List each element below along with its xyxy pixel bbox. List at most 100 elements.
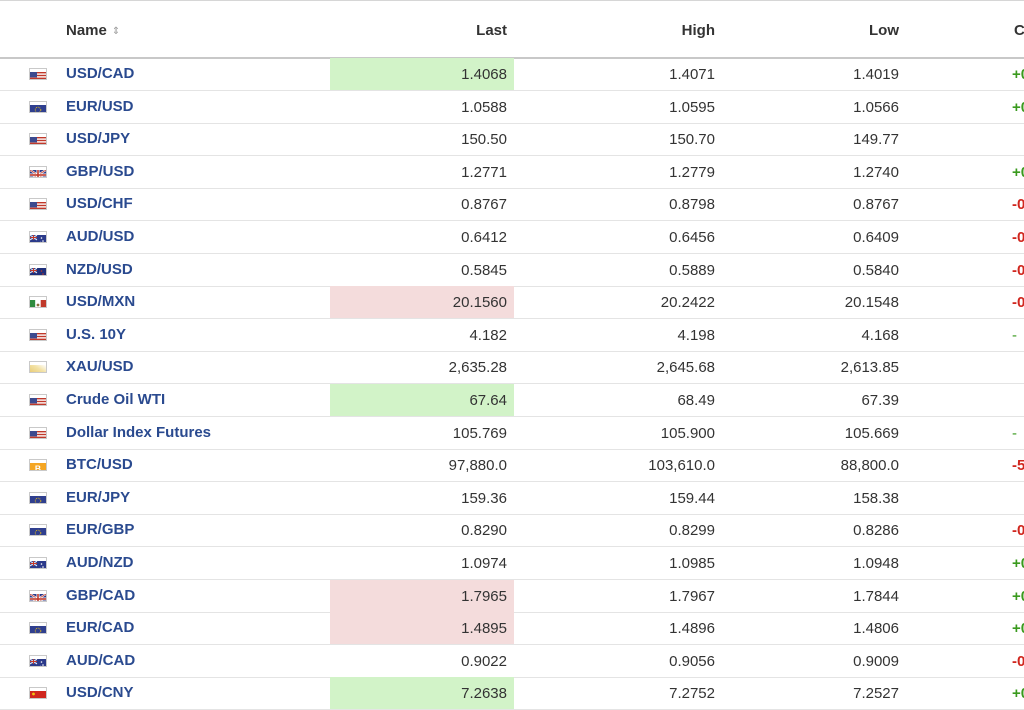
high-price: 1.0985	[669, 555, 715, 572]
uk-flag-icon	[29, 165, 47, 178]
table-row[interactable]: AUD/USD 0.6412 0.6456 0.6409 -0	[0, 221, 1024, 254]
svg-text:B: B	[35, 463, 41, 471]
instrument-name-link[interactable]: GBP/USD	[66, 162, 135, 180]
column-header-name[interactable]: Name ⇕	[66, 22, 121, 39]
high-price: 0.5889	[669, 261, 715, 279]
last-price-highlight	[330, 58, 514, 90]
last-price: 0.5845	[461, 261, 507, 279]
high-price: 0.8299	[669, 522, 715, 540]
low-price: 0.8286	[853, 522, 899, 540]
table-row[interactable]: Dollar Index Futures 105.769 105.900 105.66…	[0, 417, 1024, 450]
last-price: 0.9022	[461, 652, 507, 670]
column-header-last[interactable]: Last	[476, 22, 507, 39]
low-price: 1.0566	[853, 98, 899, 116]
high-price: 20.2422	[660, 294, 715, 312]
table-row[interactable]: B BTC/USD 97,880.0 103,610.0 88,800.0 -5	[0, 449, 1024, 483]
change-value: +0	[1012, 587, 1024, 605]
instrument-name-link[interactable]: EUR/CAD	[66, 619, 135, 637]
low-price: 67.39	[861, 392, 899, 409]
eu-flag-icon	[29, 622, 47, 635]
instrument-name-link[interactable]: USD/CNY	[66, 684, 134, 702]
instrument-name-link[interactable]: NZD/USD	[66, 260, 133, 278]
us-flag-icon	[29, 426, 47, 439]
last-price: 1.4068	[461, 66, 507, 83]
instrument-name-link[interactable]: USD/CHF	[66, 195, 133, 213]
column-header-high[interactable]: High	[681, 22, 715, 39]
high-price: 7.2752	[669, 685, 715, 703]
table-row[interactable]: USD/CHF 0.8767 0.8798 0.8767 -0	[0, 188, 1024, 222]
eu-flag-icon	[29, 100, 47, 113]
last-price: 159.36	[461, 489, 507, 507]
instrument-name-link[interactable]: Crude Oil WTI	[66, 391, 166, 408]
low-price: 1.2740	[853, 163, 899, 181]
low-price: 0.5840	[853, 261, 899, 279]
low-price: 4.168	[861, 326, 899, 344]
change-value: +0	[1012, 685, 1024, 703]
last-price: 1.4895	[461, 620, 507, 638]
last-price: 150.50	[461, 131, 507, 149]
instrument-name-link[interactable]: USD/JPY	[66, 130, 131, 148]
instrument-name-link[interactable]: XAU/USD	[66, 358, 134, 376]
change-value: -5	[1012, 457, 1024, 475]
high-price: 150.70	[669, 131, 715, 149]
change-value: -0	[1012, 652, 1024, 670]
instrument-name-link[interactable]: GBP/CAD	[66, 586, 136, 604]
table-row[interactable]: USD/CNY 7.2638 7.2752 7.2527 +0	[0, 677, 1024, 710]
uk-flag-icon	[29, 589, 47, 602]
low-price: 2,613.85	[840, 359, 899, 377]
last-price-highlight	[330, 286, 514, 319]
table-row[interactable]: Crude Oil WTI 67.64 68.49 67.39	[0, 384, 1024, 417]
instrument-name-link[interactable]: EUR/USD	[66, 97, 134, 115]
table-row[interactable]: USD/CAD 1.4068 1.4071 1.4019 +0	[0, 58, 1024, 91]
last-price: 0.8290	[461, 522, 507, 540]
us-flag-icon	[29, 133, 47, 146]
high-price: 1.4071	[669, 66, 715, 83]
column-header-change[interactable]: C	[1014, 22, 1024, 39]
instrument-name-link[interactable]: BTC/USD	[66, 456, 133, 474]
low-price: 149.77	[853, 131, 899, 149]
us-flag-icon	[29, 68, 47, 80]
last-price: 1.0974	[461, 555, 507, 572]
last-price: 20.1560	[452, 294, 507, 312]
instrument-name-link[interactable]: Dollar Index Futures	[66, 423, 212, 441]
us-flag-icon	[29, 394, 47, 406]
change-value: -	[1012, 424, 1017, 442]
last-price: 0.6412	[461, 229, 507, 246]
instrument-name-link[interactable]: U.S. 10Y	[66, 325, 127, 343]
last-price-highlight	[330, 579, 514, 612]
instrument-name-link[interactable]: EUR/GBP	[66, 521, 135, 539]
low-price: 1.0948	[853, 555, 899, 572]
table-row[interactable]: EUR/USD 1.0588 1.0595 1.0566 +0	[0, 91, 1024, 124]
last-price: 1.7965	[461, 587, 507, 605]
low-price: 0.6409	[853, 229, 899, 246]
instrument-name-link[interactable]: EUR/JPY	[66, 488, 131, 506]
table-row[interactable]: AUD/NZD 1.0974 1.0985 1.0948 +0	[0, 547, 1024, 580]
table-row[interactable]: GBP/USD 1.2771 1.2779 1.2740 +0	[0, 156, 1024, 189]
high-price: 0.8798	[669, 196, 715, 214]
table-row[interactable]: GBP/CAD 1.7965 1.7967 1.7844 +0	[0, 579, 1024, 613]
sort-icon[interactable]: ⇕	[111, 26, 121, 37]
table-row[interactable]: NZD/USD 0.5845 0.5889 0.5840 -0	[0, 254, 1024, 287]
instrument-name-link[interactable]: AUD/USD	[66, 228, 135, 245]
instrument-name-link[interactable]: USD/MXN	[66, 293, 136, 311]
high-price: 1.4896	[669, 620, 715, 638]
column-header-low[interactable]: Low	[869, 22, 899, 39]
instrument-name-link[interactable]: USD/CAD	[66, 65, 135, 82]
change-value: +0	[1012, 163, 1024, 181]
high-price: 0.6456	[669, 229, 715, 246]
last-price: 2,635.28	[448, 359, 507, 377]
table-row[interactable]: EUR/CAD 1.4895 1.4896 1.4806 +0	[0, 612, 1024, 646]
table-header: Name ⇕ Last High Low C	[0, 0, 1024, 59]
table-row[interactable]: XAU/USD 2,635.28 2,645.68 2,613.85	[0, 351, 1024, 385]
table-row[interactable]: EUR/JPY 159.36 159.44 158.38	[0, 482, 1024, 515]
table-row[interactable]: AUD/CAD 0.9022 0.9056 0.9009 -0	[0, 645, 1024, 678]
table-row[interactable]: EUR/GBP 0.8290 0.8299 0.8286 -0	[0, 514, 1024, 548]
table-row[interactable]: USD/MXN 20.1560 20.2422 20.1548 -0	[0, 286, 1024, 320]
change-value: +0	[1012, 66, 1024, 83]
instrument-name-link[interactable]: AUD/NZD	[66, 554, 134, 571]
last-price: 1.0588	[461, 98, 507, 116]
us-flag-icon	[29, 328, 47, 341]
instrument-name-link[interactable]: AUD/CAD	[66, 651, 136, 669]
table-row[interactable]: USD/JPY 150.50 150.70 149.77	[0, 123, 1024, 157]
table-row[interactable]: U.S. 10Y 4.182 4.198 4.168 -	[0, 319, 1024, 352]
